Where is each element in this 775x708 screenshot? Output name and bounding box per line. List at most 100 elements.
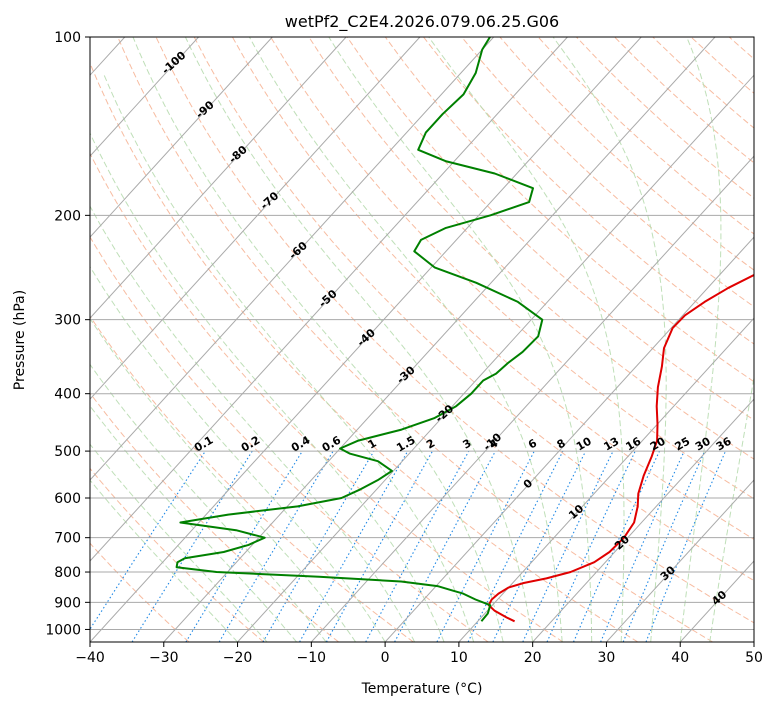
isotherm-line: [90, 37, 273, 238]
dry-adiabat: [155, 37, 754, 624]
mixing-ratio-line: [645, 450, 727, 642]
dry-adiabat: [193, 37, 754, 582]
mixing-ratio-label: 6: [526, 436, 539, 451]
dry-adiabat: [346, 37, 754, 421]
x-tick-label: 10: [450, 650, 468, 666]
isotherm-line: [90, 37, 642, 642]
dry-adiabat: [90, 467, 265, 642]
moist-adiabat: [132, 37, 504, 642]
x-tick-label: 0: [381, 650, 390, 666]
dry-adiabat: [90, 542, 190, 642]
isotherm-line: [458, 317, 754, 642]
mixing-ratio-line: [365, 450, 470, 642]
isotherm-line: [90, 37, 347, 319]
dry-adiabat: [652, 37, 754, 129]
series-lines: [175, 37, 754, 623]
temperature-line: [487, 273, 754, 623]
mixing-ratio-line: [299, 450, 409, 642]
isotherm-label: 0: [521, 476, 536, 491]
y-tick-label: 800: [54, 565, 81, 581]
x-tick-label: 50: [745, 650, 763, 666]
line-labels: 0.1 0.2 0.4 0.6 1 1.5 2 3 4 6 8 10 13 16 20 25 30 36-100-…: [159, 49, 734, 608]
mixing-ratio-line: [622, 450, 706, 642]
dewpoint-line: [175, 37, 544, 622]
dry-adiabat: [728, 37, 754, 60]
dry-adiabat: [423, 37, 754, 345]
plot-frame: [89, 36, 755, 643]
moist-adiabat: [90, 443, 268, 642]
moist-adiabat: [90, 132, 445, 642]
moist-adiabat: [90, 265, 386, 642]
dry-adiabat: [461, 37, 754, 308]
dry-adiabat: [384, 37, 754, 383]
isotherm-line: [237, 74, 754, 642]
isotherm-line: [90, 37, 421, 400]
dry-adiabat: [90, 315, 414, 642]
dry-adiabat: [90, 235, 489, 642]
x-tick-label: 20: [524, 650, 542, 666]
isotherm-line: [384, 236, 754, 642]
y-tick-label: 200: [54, 208, 81, 224]
mixing-ratio-line: [325, 450, 433, 642]
moist-adiabat: [428, 37, 625, 642]
moist-adiabat: [248, 37, 563, 642]
x-tick-label: −20: [223, 650, 253, 666]
dry-adiabat: [537, 37, 754, 235]
dry-adiabat: [767, 37, 775, 642]
isotherm-line: [90, 37, 568, 562]
y-tick-label: 900: [54, 595, 81, 611]
moist-adiabat: [90, 205, 416, 642]
y-tick-label: 1000: [45, 622, 81, 638]
x-tick-label: 40: [671, 650, 689, 666]
mixing-ratio-line: [572, 450, 660, 642]
x-tick-label: −30: [149, 650, 179, 666]
mixing-ratio-label: 3: [460, 437, 473, 452]
y-tick-label: 100: [54, 30, 81, 46]
isotherm-line: [606, 479, 754, 642]
y-tick-label: 700: [54, 531, 81, 547]
dry-adiabat: [270, 37, 754, 500]
mixing-ratio-line: [600, 450, 685, 642]
dry-adiabat: [576, 37, 754, 199]
chart-title: wetPf2_C2E4.2026.079.06.25.G06: [285, 12, 559, 32]
x-tick-label: −40: [75, 650, 105, 666]
isotherm-line: [90, 37, 495, 481]
isotherm-line: [310, 155, 754, 642]
moist-adiabat: [328, 37, 593, 642]
y-tick-label: 300: [54, 313, 81, 329]
isotherm-line: [532, 398, 754, 642]
isotherm-line: [90, 37, 199, 157]
dry-adiabat: [90, 152, 564, 642]
dry-adiabat: [90, 392, 339, 642]
mixing-ratio-line: [90, 450, 206, 631]
moist-adiabat: [102, 72, 475, 642]
mixing-ratio-line: [467, 450, 564, 642]
x-tick-label: −10: [297, 650, 327, 666]
moist-adiabat: [552, 37, 667, 642]
axes: −40 −30 −20 −10 0 10 20 30 40 5010009008007006005…: [45, 30, 763, 666]
dry-adiabat: [308, 37, 754, 460]
mixing-ratio-line: [492, 450, 587, 642]
dry-adiabat: [690, 37, 754, 94]
x-tick-label: 30: [598, 650, 616, 666]
dry-adiabat: [90, 62, 639, 642]
y-tick-label: 500: [54, 444, 81, 460]
moist-adiabat: [90, 479, 238, 642]
y-tick-label: 600: [54, 491, 81, 507]
mixing-ratio-label: 2: [424, 437, 437, 452]
moist-adiabat: [90, 405, 297, 642]
y-axis-label: Pressure (hPa): [12, 290, 28, 390]
mixing-ratio-line: [394, 450, 496, 642]
moist-adiabat: [90, 363, 327, 642]
moist-adiabat: [90, 317, 357, 642]
background-lines: [90, 37, 775, 642]
x-axis-label: Temperature (°C): [361, 681, 483, 697]
mixing-ratio-line: [185, 450, 303, 642]
moist-adiabat: [709, 374, 754, 642]
mixing-ratio-line: [131, 450, 253, 642]
isotherm-line: [753, 641, 754, 642]
moist-adiabat: [679, 37, 722, 642]
mixing-ratio-line: [436, 450, 535, 642]
y-tick-label: 400: [54, 387, 81, 403]
